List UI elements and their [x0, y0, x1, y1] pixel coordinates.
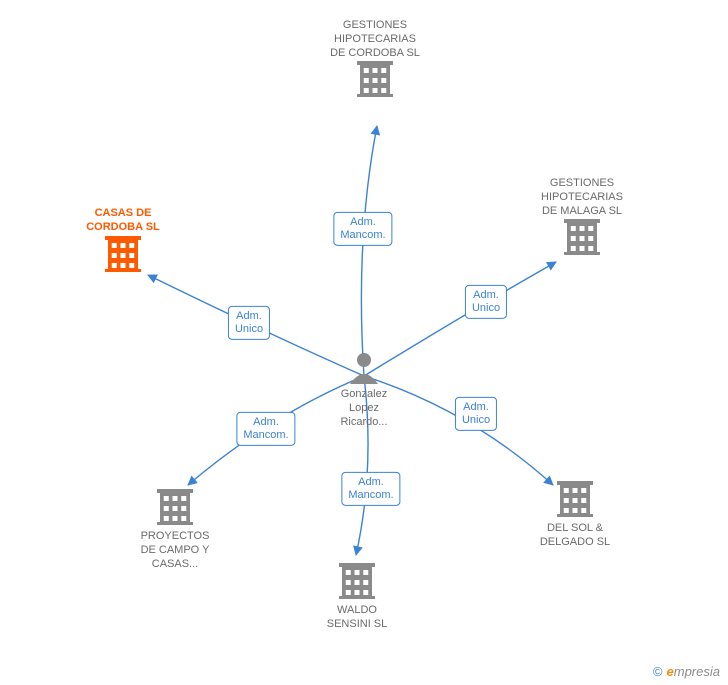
company-label: GESTIONES HIPOTECARIAS DE MALAGA SL	[522, 177, 642, 218]
edge-label: Adm. Mancom.	[333, 212, 392, 246]
edge-label: Adm. Unico	[465, 285, 507, 319]
company-node: CASAS DE CORDOBA SL	[63, 207, 183, 235]
edge	[364, 262, 556, 376]
company-node: GESTIONES HIPOTECARIAS DE CORDOBA SL	[315, 19, 435, 60]
network-canvas	[0, 0, 728, 685]
brand-watermark: © empresia	[653, 664, 720, 679]
company-label: CASAS DE CORDOBA SL	[63, 207, 183, 235]
center-person-label: Gonzalez Lopez Ricardo...	[314, 388, 414, 429]
company-node: DEL SOL & DELGADO SL	[515, 522, 635, 550]
brand-initial: e	[667, 664, 674, 679]
edge-label: Adm. Unico	[455, 397, 497, 431]
company-node: GESTIONES HIPOTECARIAS DE MALAGA SL	[522, 177, 642, 218]
edge-label: Adm. Unico	[228, 306, 270, 340]
center-person: Gonzalez Lopez Ricardo...	[314, 388, 414, 429]
company-label: DEL SOL & DELGADO SL	[515, 522, 635, 550]
company-label: PROYECTOS DE CAMPO Y CASAS...	[115, 530, 235, 571]
edge-label: Adm. Mancom.	[236, 412, 295, 446]
company-label: WALDO SENSINI SL	[297, 604, 417, 632]
copyright-symbol: ©	[653, 664, 663, 679]
company-node: PROYECTOS DE CAMPO Y CASAS...	[115, 530, 235, 571]
company-node: WALDO SENSINI SL	[297, 604, 417, 632]
brand-text: mpresia	[674, 664, 720, 679]
edge-label: Adm. Mancom.	[341, 472, 400, 506]
edge	[361, 126, 377, 376]
company-label: GESTIONES HIPOTECARIAS DE CORDOBA SL	[315, 19, 435, 60]
